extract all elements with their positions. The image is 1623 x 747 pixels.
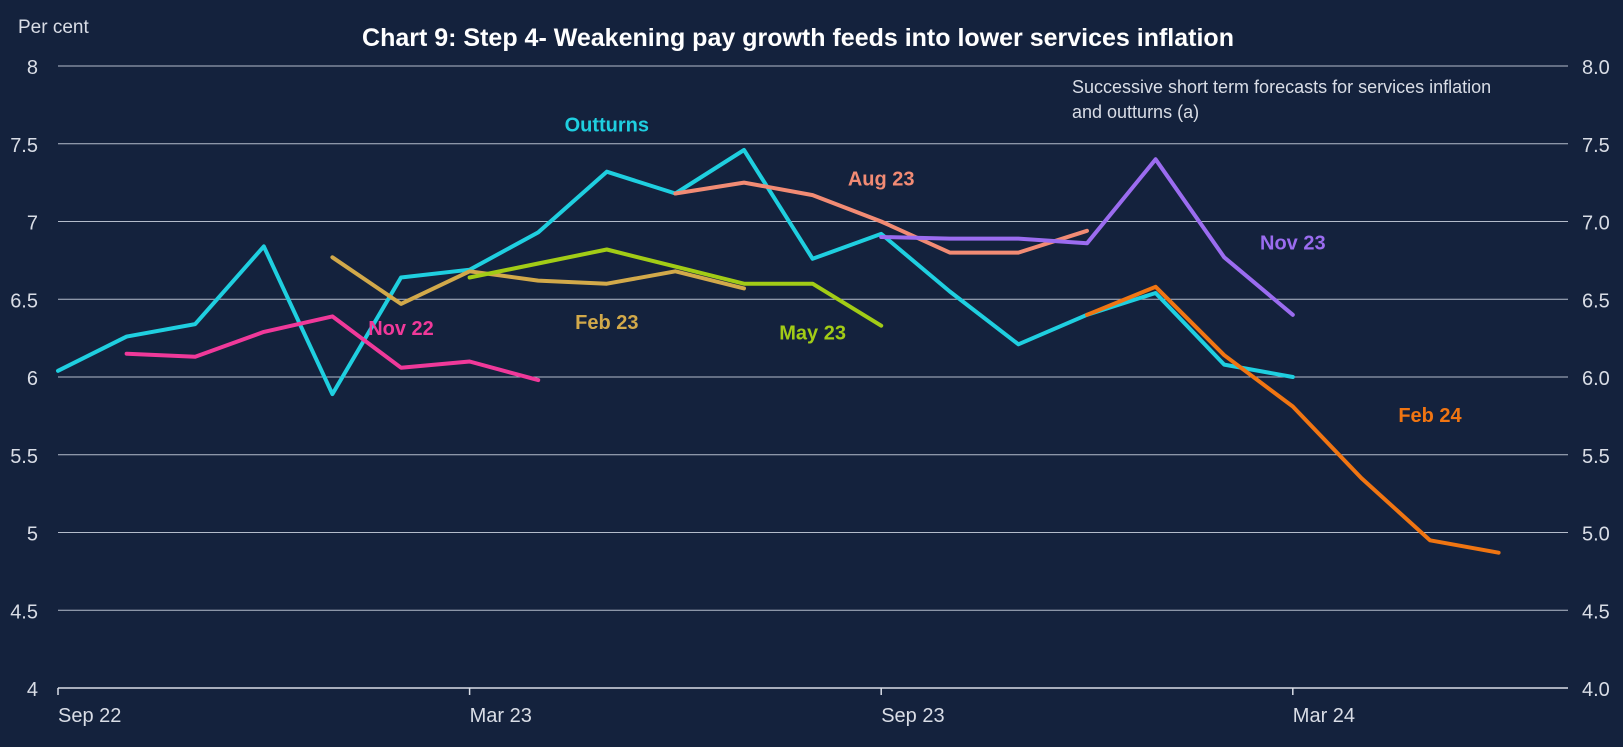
series-line-nov-23 <box>879 157 1295 317</box>
y-tick-label-right: 5.0 <box>1582 524 1610 546</box>
series-label-nov-22: Nov 22 <box>368 318 434 340</box>
chart-subtitle-line-1: Successive short term forecasts for serv… <box>1072 77 1491 97</box>
y-tick-label-right: 7.5 <box>1582 135 1610 157</box>
series <box>56 148 1501 555</box>
series-label-feb-24: Feb 24 <box>1398 405 1462 427</box>
y-tick-label-right: 4.5 <box>1582 601 1610 623</box>
series-label-feb-23: Feb 23 <box>575 312 638 334</box>
y-tick-label-left: 6.5 <box>10 290 38 312</box>
chart-title: Chart 9: Step 4- Weakening pay growth fe… <box>362 24 1234 52</box>
y-tick-label-left: 4.5 <box>10 601 38 623</box>
series-label-nov-23: Nov 23 <box>1260 232 1326 254</box>
chart-subtitle-line-2: and outturns (a) <box>1072 102 1199 122</box>
series-line-may-23 <box>467 247 884 328</box>
y-tick-label-right: 4.0 <box>1582 679 1610 701</box>
series-line-feb-23 <box>330 255 746 306</box>
gridlines <box>58 65 1568 611</box>
y-tick-label-left: 7.5 <box>10 135 38 157</box>
axes: 4 4.0 4.5 4.5 5 5.0 5.5 5.5 6 6.0 6.5 6.5 7 7.0 7.5 7.5… <box>10 57 1610 727</box>
y-tick-label-left: 4 <box>27 679 38 701</box>
x-tick-label: Sep 23 <box>881 705 944 727</box>
x-tick-label: Mar 24 <box>1293 705 1355 727</box>
y-tick-label-left: 6 <box>27 368 38 390</box>
series-line-aug-23 <box>673 180 1089 255</box>
y-axis-label: Per cent <box>18 17 89 38</box>
x-tick-label: Sep 22 <box>58 705 121 727</box>
y-tick-label-left: 5.5 <box>10 446 38 468</box>
series-label-may-23: May 23 <box>779 323 846 345</box>
series-line-feb-24 <box>1085 284 1501 555</box>
series-line-nov-22 <box>124 314 541 383</box>
series-labels: Outturns Nov 22 Feb 23 May 23 Aug 23 Nov 23 Fe… <box>368 114 1462 427</box>
y-tick-label-right: 5.5 <box>1582 446 1610 468</box>
series-label-aug-23: Aug 23 <box>848 169 915 191</box>
x-tick-label: Mar 23 <box>470 705 532 727</box>
y-tick-label-right: 8.0 <box>1582 57 1610 79</box>
y-tick-label-right: 6.5 <box>1582 290 1610 312</box>
y-tick-label-left: 8 <box>27 57 38 79</box>
y-tick-label-right: 7.0 <box>1582 213 1610 235</box>
series-label-outturns: Outturns <box>565 114 649 136</box>
y-tick-label-left: 7 <box>27 213 38 235</box>
y-tick-label-right: 6.0 <box>1582 368 1610 390</box>
y-tick-label-left: 5 <box>27 524 38 546</box>
